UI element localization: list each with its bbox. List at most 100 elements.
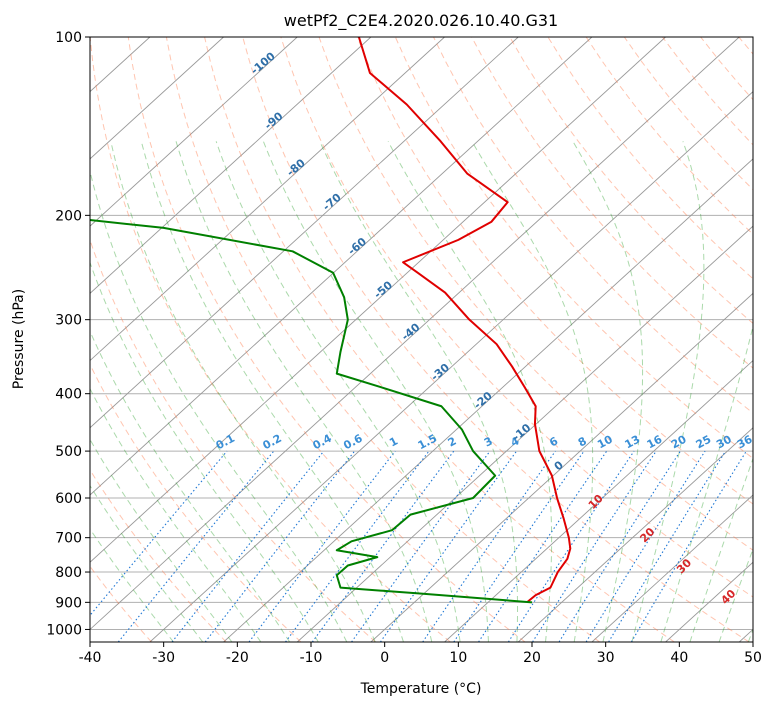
moist-adiabat-line: [387, 141, 553, 642]
isotherm-line: [90, 37, 593, 496]
x-tick-label: 30: [597, 650, 615, 666]
x-tick-label: -30: [152, 650, 175, 666]
y-tick-label: 800: [55, 565, 82, 581]
isotherm-line: [517, 427, 753, 642]
dry-adiabat-line: [242, 37, 750, 642]
x-tick-label: 40: [670, 650, 688, 666]
dry-adiabat-line: [433, 37, 753, 414]
x-tick-label: 50: [744, 650, 762, 666]
background-lines: [90, 37, 753, 642]
y-tick-label: 200: [55, 208, 82, 224]
dry-adiabat-line: [394, 37, 753, 459]
mixing-ratio-line: [422, 450, 556, 642]
mixing-ratio-line: [351, 450, 491, 642]
mixing-ratio-label: 20: [669, 433, 689, 452]
isotherm-line: [370, 292, 753, 642]
dry-adiabat-line: [280, 37, 753, 598]
moist-adiabat-line: [90, 528, 174, 642]
dry-adiabat-line: [471, 37, 753, 369]
y-tick-label: 100: [55, 30, 82, 46]
moist-adiabat-line: [90, 387, 262, 642]
moist-adiabat-line: [689, 457, 753, 642]
moist-adiabat-line: [660, 324, 753, 642]
y-tick-label: 1000: [46, 622, 82, 638]
moist-adiabat-line: [175, 141, 433, 642]
mixing-ratio-label: 10: [595, 433, 615, 452]
isotherm-line: [149, 91, 753, 642]
mixing-ratio-line: [608, 450, 727, 642]
isotherm-line: [90, 37, 666, 563]
y-tick-label: 300: [55, 313, 82, 329]
isotherm-line: [90, 37, 224, 160]
temperature-profile-line: [357, 37, 572, 604]
mixing-ratio-line: [478, 450, 608, 642]
dry-adiabat-line: [356, 37, 753, 505]
y-tick-label: 900: [55, 595, 82, 611]
mixing-ratio-line: [171, 450, 325, 642]
moist-adiabat-line: [718, 547, 753, 642]
x-tick-label: 0: [380, 650, 389, 666]
moist-adiabat-line: [90, 484, 204, 642]
x-tick-label: -40: [79, 650, 102, 666]
dry-adiabat-line: [204, 37, 675, 642]
mixing-ratio-line: [311, 450, 455, 642]
y-tick-label: 500: [55, 444, 82, 460]
mixing-ratio-label: 25: [694, 433, 714, 452]
y-tick-label: 400: [55, 387, 82, 403]
moist-adiabat-line: [215, 141, 461, 642]
plot-frame: [89, 36, 754, 643]
mixing-ratio-line: [248, 450, 396, 642]
isotherm-line: [296, 225, 753, 642]
x-axis-label: Temperature (°C): [360, 681, 482, 697]
isotherm-line: [223, 158, 753, 642]
dry-adiabat-line: [127, 37, 526, 642]
dry-adiabat-line: [509, 37, 753, 324]
moist-adiabat-line: [90, 261, 319, 642]
mixing-ratio-line: [453, 450, 585, 642]
dry-adiabat-line: [90, 565, 152, 642]
dry-adiabat-line: [318, 37, 753, 551]
x-tick-label: -10: [300, 650, 323, 666]
isotherm-line: [444, 359, 753, 642]
moist-adiabat-line: [471, 141, 594, 642]
isotherm-line: [90, 37, 445, 362]
isotherm-line: [90, 37, 740, 631]
chart-title: wetPf2_C2E4.2020.026.10.40.G31: [284, 11, 558, 31]
mixing-ratio-line: [507, 450, 635, 642]
mixing-ratio-line: [379, 450, 518, 642]
mixing-ratio-line: [285, 450, 430, 642]
isotherm-line: [90, 37, 372, 294]
x-tick-label: 10: [449, 650, 467, 666]
y-tick-label: 600: [55, 491, 82, 507]
moist-adiabat-line: [319, 141, 519, 642]
mixing-ratio-label: 16: [645, 433, 665, 452]
isotherm-line: [591, 494, 753, 642]
y-tick-label: 700: [55, 531, 82, 547]
moist-adiabat-line: [572, 141, 644, 642]
axis-ticks: -40 -30 -20 -10 0 10 20 30 40 50 100 200 300 400 500 60…: [46, 30, 762, 666]
dry-adiabat-line: [90, 37, 451, 642]
isotherm-line: [90, 37, 519, 429]
mixing-ratio-line: [558, 450, 681, 642]
moist-adiabat-line: [90, 169, 348, 642]
mixing-ratio-line: [117, 450, 275, 642]
moist-adiabat-line: [110, 141, 376, 642]
moist-adiabat-line: [262, 141, 489, 642]
x-tick-label: -20: [226, 650, 249, 666]
mixing-ratio-label: 30: [714, 433, 734, 452]
moist-adiabat-line: [90, 330, 291, 642]
moist-adiabat-line: [90, 438, 233, 642]
mixing-ratio-label: 36: [735, 433, 755, 452]
mixing-ratio-label: 13: [623, 433, 643, 452]
mixing-ratio-line: [90, 450, 228, 617]
sounding-series: [90, 37, 572, 604]
dry-adiabat-line: [165, 37, 601, 642]
moist-adiabat-line: [631, 141, 705, 642]
y-axis-label: Pressure (hPa): [11, 289, 27, 389]
x-tick-label: 20: [523, 650, 541, 666]
isotherm-line: [90, 37, 298, 227]
dewpoint-profile-line: [90, 219, 533, 604]
dry-adiabat-line: [90, 238, 376, 642]
